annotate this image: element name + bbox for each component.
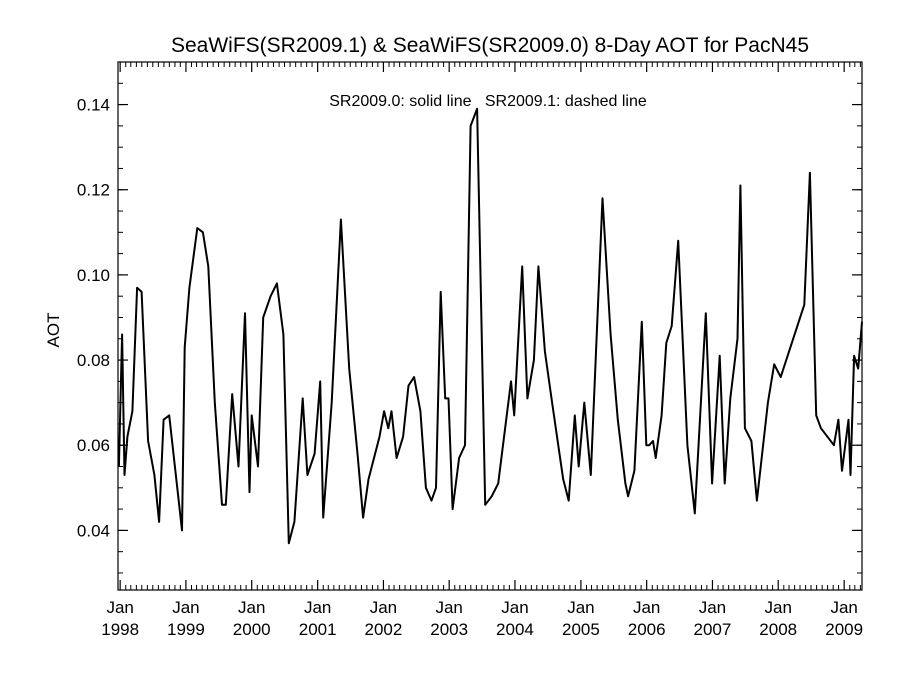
x-tick-month-label: Jan — [699, 598, 726, 617]
x-tick-year-label: 2008 — [759, 620, 797, 639]
x-tick-year-label: 2002 — [365, 620, 403, 639]
plot-area: 0.04 0.06 0.08 0.10 0.12 0.14 Jan 1998 Jan 1999 Ja… — [77, 61, 863, 639]
x-tick-year-label: 1999 — [167, 620, 205, 639]
series-line-sr2009-0 — [117, 107, 863, 545]
x-tick-month-label: Jan — [172, 598, 199, 617]
y-axis-label: AOT — [44, 313, 63, 348]
x-tick-month-label: Jan — [633, 598, 660, 617]
x-tick-year-label: 1998 — [101, 620, 139, 639]
x-tick-year-label: 2007 — [694, 620, 732, 639]
plot-frame — [117, 61, 863, 591]
x-tick-year-label: 2001 — [299, 620, 337, 639]
x-tick-month-label: Jan — [501, 598, 528, 617]
x-tick-year-label: 2003 — [430, 620, 468, 639]
x-tick-year-label: 2004 — [496, 620, 534, 639]
x-tick-month-label: Jan — [304, 598, 331, 617]
x-tick-month-label: Jan — [370, 598, 397, 617]
x-tick-month-label: Jan — [435, 598, 462, 617]
x-tick-year-label: 2006 — [628, 620, 666, 639]
x-tick-month-label: Jan — [567, 598, 594, 617]
y-tick-label: 0.14 — [77, 96, 110, 115]
x-tick-month-label: Jan — [830, 598, 857, 617]
x-tick-month-label: Jan — [106, 598, 133, 617]
y-tick-label: 0.06 — [77, 436, 110, 455]
x-tick-month-label: Jan — [765, 598, 792, 617]
x-tick-year-label: 2000 — [233, 620, 271, 639]
chart-title: SeaWiFS(SR2009.1) & SeaWiFS(SR2009.0) 8-… — [171, 34, 809, 57]
x-tick-year-label: 2009 — [825, 620, 863, 639]
y-tick-label: 0.10 — [77, 266, 110, 285]
x-tick-month-label: Jan — [238, 598, 265, 617]
y-tick-label: 0.04 — [77, 521, 110, 540]
x-tick-year-label: 2005 — [562, 620, 600, 639]
line-style-annotation: SR2009.0: solid line SR2009.1: dashed li… — [329, 93, 647, 110]
y-tick-label: 0.12 — [77, 181, 110, 200]
y-tick-label: 0.08 — [77, 351, 110, 370]
